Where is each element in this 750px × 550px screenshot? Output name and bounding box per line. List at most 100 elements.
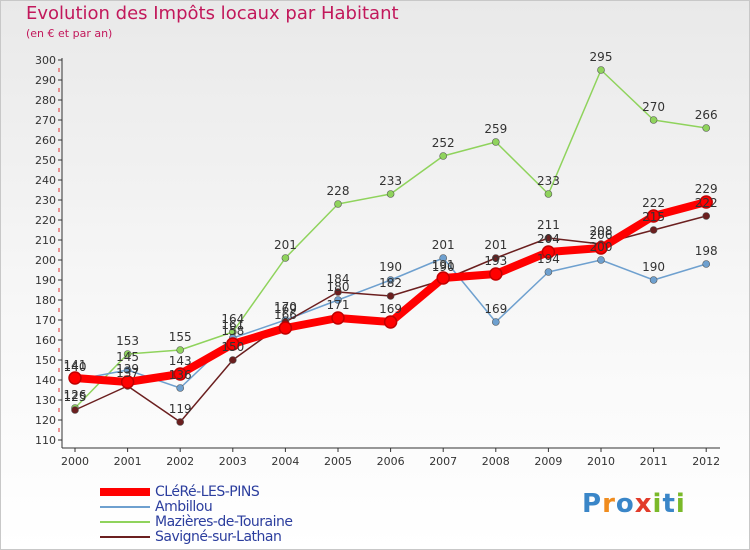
y-tick-label: 300	[35, 54, 56, 67]
data-label: 204	[537, 232, 560, 246]
logo-letter: t	[662, 489, 676, 519]
y-tick-label: 210	[35, 234, 56, 247]
chart-subtitle: (en € et par an)	[26, 27, 113, 40]
chart-title: Evolution des Impôts locaux par Habitant	[26, 3, 399, 24]
legend-item: Savigné-sur-Lathan	[100, 528, 293, 545]
data-label: 233	[537, 174, 560, 188]
data-point	[386, 190, 395, 198]
y-tick-label: 240	[35, 174, 56, 187]
data-label: 182	[379, 276, 402, 290]
data-label: 295	[590, 50, 613, 64]
data-point	[278, 321, 293, 335]
x-tick-label: 2010	[587, 455, 615, 468]
data-label: 201	[484, 238, 507, 252]
data-point	[386, 276, 395, 284]
data-point	[544, 190, 553, 198]
data-label: 228	[327, 184, 350, 198]
data-label: 184	[327, 272, 350, 286]
data-point	[383, 315, 398, 329]
y-tick-label: 170	[35, 314, 56, 327]
data-point	[544, 234, 553, 242]
data-label: 200	[590, 240, 613, 254]
data-label: 190	[379, 260, 402, 274]
data-point	[491, 138, 500, 146]
data-label: 155	[169, 330, 192, 344]
data-label: 206	[590, 228, 613, 242]
legend-item: CLéRé-LES-PINS	[100, 483, 293, 500]
data-label: 143	[169, 354, 192, 368]
legend-label: Savigné-sur-Lathan	[155, 528, 282, 545]
y-tick-label: 280	[35, 94, 56, 107]
data-label: 198	[695, 244, 718, 258]
data-label: 215	[642, 210, 665, 224]
chart-legend: CLéRé-LES-PINS Ambillou Mazières-de-Tourai…	[100, 483, 293, 545]
legend-label: Mazières-de-Touraine	[155, 513, 293, 530]
x-tick-label: 2001	[114, 455, 142, 468]
y-tick-label: 270	[35, 114, 56, 127]
data-point	[439, 254, 448, 262]
data-point	[120, 375, 135, 389]
data-point	[226, 337, 240, 351]
data-label: 201	[274, 238, 297, 252]
data-point	[331, 311, 345, 325]
data-label: 191	[432, 258, 455, 272]
y-tick-label: 130	[35, 394, 56, 407]
data-point	[594, 241, 608, 255]
data-label: 211	[537, 218, 560, 232]
data-label: 161	[221, 318, 244, 332]
x-tick-label: 2003	[219, 455, 247, 468]
data-label: 136	[169, 368, 192, 382]
data-point	[597, 256, 605, 264]
data-label: 266	[695, 108, 718, 122]
data-point	[68, 371, 82, 385]
logo-letter: x	[634, 489, 653, 519]
data-label: 158	[221, 324, 244, 338]
data-label: 137	[116, 366, 139, 380]
data-point	[649, 226, 658, 234]
data-label: 259	[484, 122, 507, 136]
logo-letter: i	[652, 489, 663, 519]
legend-label: Ambillou	[155, 498, 213, 515]
legend-item: Ambillou	[100, 498, 293, 515]
y-tick-label: 180	[35, 294, 56, 307]
data-label: 229	[695, 182, 718, 196]
y-tick-label: 160	[35, 334, 56, 347]
data-point	[541, 245, 556, 259]
data-label: 252	[432, 136, 455, 150]
logo-letter: r	[602, 489, 616, 519]
legend-label: CLéRé-LES-PINS	[155, 483, 260, 500]
data-point	[646, 209, 661, 223]
data-label: 169	[274, 302, 297, 316]
data-point	[173, 367, 187, 381]
data-point	[436, 271, 450, 285]
data-label: 208	[590, 224, 613, 238]
data-point	[699, 195, 713, 209]
y-tick-label: 220	[35, 214, 56, 227]
data-label: 119	[169, 402, 192, 416]
data-point	[702, 260, 711, 268]
data-point	[544, 268, 553, 276]
data-point	[491, 318, 500, 326]
x-tick-label: 2005	[324, 455, 352, 468]
data-label: 169	[484, 302, 507, 316]
data-label: 193	[484, 254, 507, 268]
data-point	[649, 116, 658, 124]
data-point	[334, 296, 342, 304]
y-tick-label: 230	[35, 194, 56, 207]
data-label: 170	[274, 300, 297, 314]
data-label: 194	[537, 252, 560, 266]
data-point	[123, 350, 132, 358]
data-point	[281, 254, 290, 262]
data-point	[229, 356, 237, 364]
y-tick-label: 120	[35, 414, 56, 427]
x-tick-label: 2011	[640, 455, 668, 468]
data-label: 153	[116, 334, 139, 348]
legend-swatch	[100, 487, 150, 496]
legend-swatch	[100, 505, 150, 508]
y-tick-label: 150	[35, 354, 56, 367]
data-label: 171	[327, 298, 350, 312]
x-tick-label: 2009	[534, 455, 562, 468]
data-point	[334, 200, 342, 208]
y-tick-label: 290	[35, 74, 56, 87]
